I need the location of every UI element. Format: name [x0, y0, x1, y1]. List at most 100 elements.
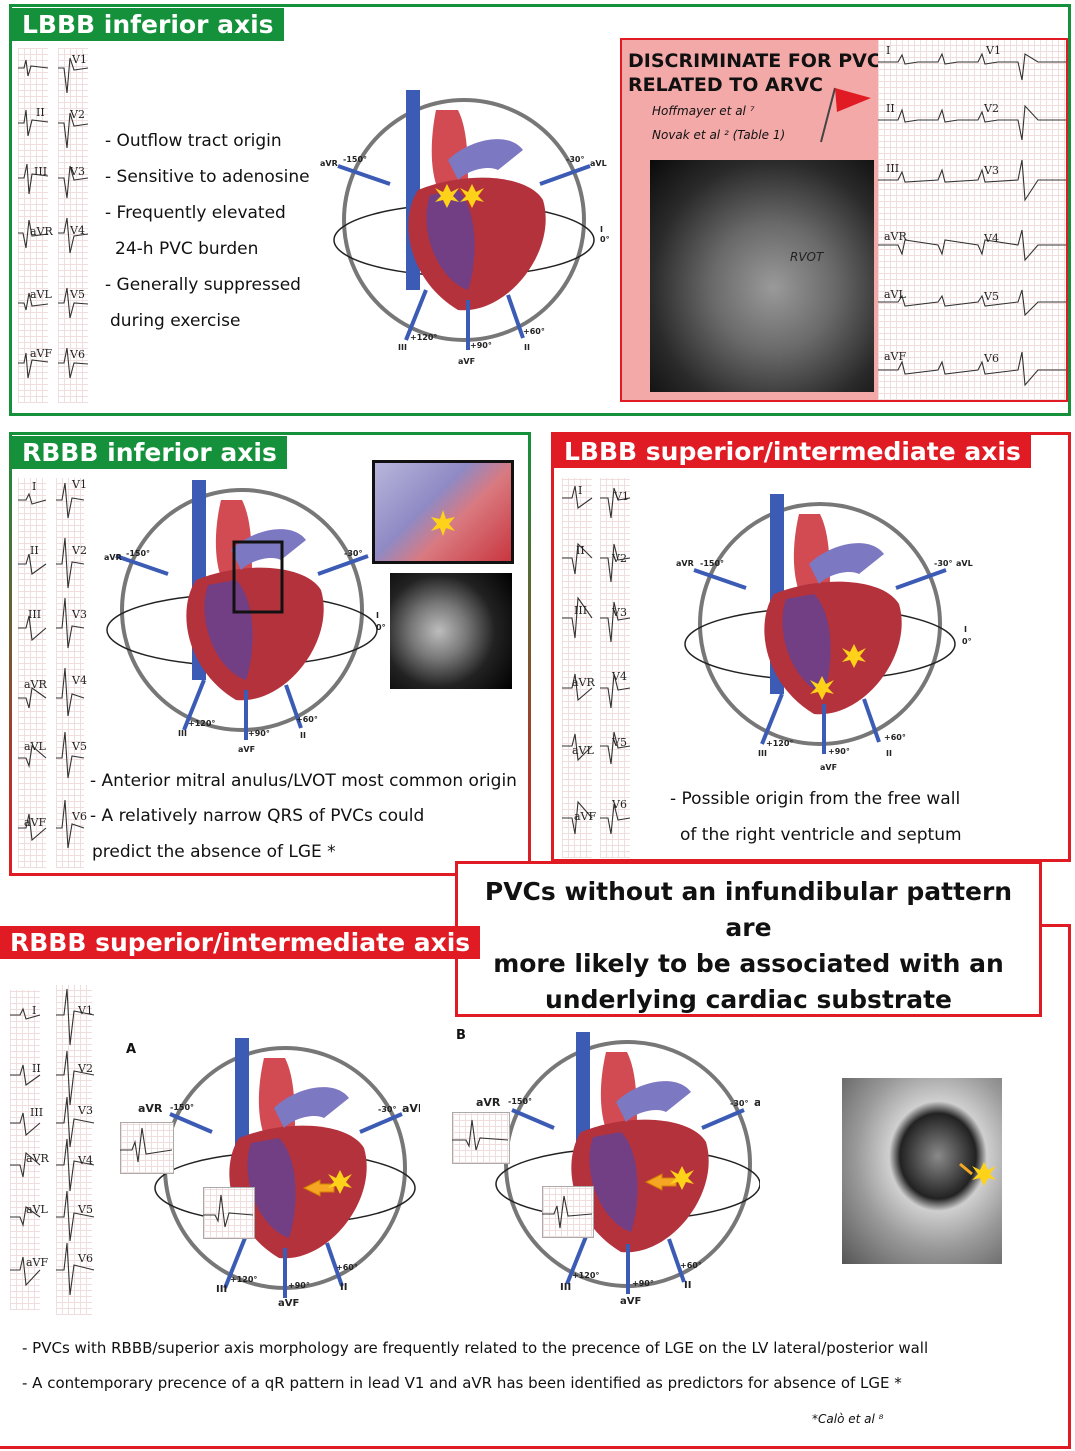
p4-lead-v4: V4 [78, 1154, 93, 1167]
p2-bullet-1: - Anterior mitral anulus/LVOT most commo… [90, 771, 517, 791]
p3-axis-zero: 0° [962, 637, 972, 646]
bullet-4b: during exercise [110, 311, 241, 331]
p2-lead-i: I [32, 480, 37, 493]
axis-p120: +120° [410, 333, 437, 342]
p2-lead-avf: aVF [24, 816, 47, 829]
p2-axis-zero: 0° [376, 623, 386, 632]
p4-lead-v6: V6 [78, 1252, 93, 1265]
p4-lead-ii: II [32, 1062, 41, 1075]
p2-lead-v5: V5 [72, 740, 87, 753]
p3-lead-v1: V1 [614, 490, 629, 503]
p3-axis-p120: +120° [766, 739, 793, 748]
p2-lead-v4: V4 [72, 674, 87, 687]
p3-axis-p90: +90° [828, 747, 850, 756]
pa-axis-avl: aVL [402, 1102, 420, 1115]
p2-axis-ii: II [300, 731, 306, 740]
p3-lead-v3: V3 [612, 606, 627, 619]
axis-p90: +90° [470, 341, 492, 350]
p2-lead-v2: V2 [72, 544, 87, 557]
pb-axis-avf: aVF [620, 1296, 641, 1307]
p3-lead-v4: V4 [612, 670, 627, 683]
mri-rvot-label: RVOT [790, 250, 824, 264]
pb-axis-avr: aVR [476, 1096, 501, 1109]
axis-p60: +60° [523, 327, 545, 336]
p4-lead-v3: V3 [78, 1104, 93, 1117]
p3-axis-m30: -30° [934, 559, 952, 568]
ecg-strip-p4-right [56, 985, 92, 1315]
p2-axis-p60: +60° [296, 715, 318, 724]
pb-axis-m30: -30° [730, 1099, 748, 1108]
p3-lead-v2: V2 [612, 552, 627, 565]
pb-axis-p120: +120° [572, 1271, 599, 1280]
axis-m30: -30° [566, 155, 584, 164]
ecg-strip-p2-left [18, 478, 46, 868]
pb-axis-m150: -150° [508, 1097, 532, 1106]
p3-axis-avl: aVL [956, 559, 973, 568]
pa-axis-m30: -30° [378, 1105, 396, 1114]
heart-diagram-panel1: aVR -150° -30° aVL I 0° +120° III +90° a… [320, 90, 610, 366]
arvc-ecg-traces [878, 52, 1066, 387]
pb-axis-avl: aVL [754, 1096, 760, 1109]
ecg-inset-v1-b [542, 1186, 594, 1238]
p2-axis-m30: -30° [344, 549, 362, 558]
ecg-traces-panel1 [18, 57, 89, 379]
panel-rbbb-superior-border-bottom [0, 1446, 1071, 1449]
axis-iii: III [398, 343, 407, 352]
mri-lge-image [390, 573, 512, 689]
arvc-lead-avf: aVF [884, 350, 907, 363]
ecg-inset-avr-b-trace [452, 1119, 508, 1151]
heart-diagram-panel3: aVR -150° -30° aVL I 0° +120° III +90° a… [676, 494, 973, 772]
arvc-lead-v3: V3 [984, 164, 999, 177]
panel-lbbb-inferior [9, 4, 1071, 416]
p2-lead-v6: V6 [72, 810, 87, 823]
ecg-strip-p2-right [56, 478, 84, 868]
pa-axis-avr: aVR [138, 1102, 163, 1115]
p4-lead-v5: V5 [78, 1203, 93, 1216]
arvc-lead-ii: II [886, 102, 895, 115]
lead-label-avf: aVF [30, 347, 53, 360]
axis-zero: 0° [600, 235, 610, 244]
p3-bullet-1: - Possible origin from the free wall [670, 789, 961, 809]
pa-axis-p60: +60° [336, 1263, 358, 1272]
lead-label-avr: aVR [30, 225, 53, 238]
panel-lbbb-inferior-title: LBBB inferior axis [12, 8, 284, 41]
key-message-line-1: PVCs without an infundibular pattern are [484, 877, 1013, 942]
arvc-lead-avr: aVR [884, 230, 907, 243]
arvc-lead-v5: V5 [984, 290, 999, 303]
ecg-traces-panel2 [18, 482, 85, 849]
p3-lead-v5: V5 [612, 736, 627, 749]
axis-avl: aVL [590, 159, 607, 168]
key-message-line-2: more likely to be associated with an [493, 949, 1004, 978]
arvc-lead-v6: V6 [984, 352, 999, 365]
p3-lead-avf: aVF [574, 810, 597, 823]
p4-lead-i: I [32, 1004, 37, 1017]
lead-label-ii: II [36, 106, 45, 119]
lead-label-v2: V2 [70, 108, 85, 121]
ecg-inset-avr-a-trace [120, 1127, 172, 1163]
pb-axis-ii: II [684, 1280, 691, 1291]
p2-axis-avr: aVR [104, 553, 122, 562]
arvc-lead-iii: III [886, 162, 900, 175]
ecg-strip-left [18, 48, 48, 403]
p2-axis-p90: +90° [248, 729, 270, 738]
p3-axis-m150: -150° [700, 559, 724, 568]
ecg-inset-v1-b-trace [542, 1195, 592, 1229]
ecg-strip-right [58, 48, 88, 403]
bullet-1: - Outflow tract origin [105, 131, 282, 151]
key-message-box: PVCs without an infundibular pattern are… [455, 861, 1042, 1017]
p3-lead-ii: II [576, 544, 585, 557]
p3-axis-avf: aVF [820, 763, 837, 772]
heart-diagram-b: aVR -150° -30° aVL +120° III +90° aVF +6… [476, 1032, 760, 1307]
arrow-starburst-icon [959, 1162, 996, 1186]
p2-axis-i: I [376, 611, 379, 620]
label-b: B [456, 1028, 466, 1043]
arvc-title-2: RELATED TO ARVC [628, 74, 823, 96]
arvc-lead-v2: V2 [984, 102, 999, 115]
lead-label-v4: V4 [70, 224, 85, 237]
panel-rbbb-superior-border-right [1068, 924, 1071, 1448]
p3-lead-avr: aVR [572, 676, 595, 689]
pa-axis-iii: III [216, 1284, 227, 1295]
arvc-ref-2: Novak et al ² (Table 1) [652, 128, 786, 142]
lead-label-v6: V6 [70, 348, 85, 361]
pb-axis-p90: +90° [632, 1279, 654, 1288]
